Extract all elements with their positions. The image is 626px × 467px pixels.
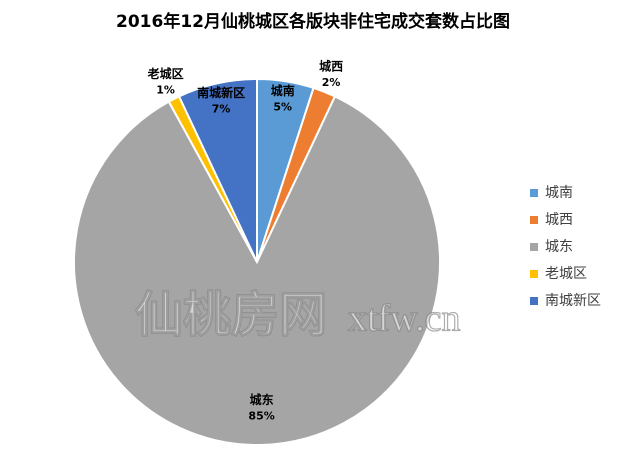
legend-label: 南城新区 bbox=[545, 293, 601, 309]
data-label-category: 老城区 bbox=[148, 66, 184, 81]
data-label-category: 城西 bbox=[319, 58, 343, 73]
legend-swatch bbox=[530, 216, 538, 224]
pie-slice bbox=[73, 95, 441, 446]
watermark-name: 仙桃房网 bbox=[135, 287, 327, 343]
legend-label: 老城区 bbox=[545, 266, 587, 282]
legend-label: 城西 bbox=[545, 212, 573, 228]
data-label-value: 7% bbox=[212, 102, 231, 115]
pie-slice bbox=[177, 77, 258, 263]
legend-swatch bbox=[530, 243, 538, 251]
legend-swatch bbox=[530, 270, 538, 278]
legend-label: 城东 bbox=[545, 239, 573, 255]
chart-title: 2016年12月仙桃城区各版块非住宅成交套数占比图 bbox=[116, 11, 510, 32]
data-label-category: 城东 bbox=[250, 392, 274, 407]
data-label-value: 5% bbox=[273, 100, 292, 113]
data-label-category: 南城新区 bbox=[197, 85, 245, 100]
legend-swatch bbox=[530, 189, 538, 197]
data-label-value: 1% bbox=[156, 84, 175, 97]
legend-swatch bbox=[530, 297, 538, 305]
data-label-value: 85% bbox=[248, 409, 274, 422]
data-label-category: 城南 bbox=[271, 83, 295, 98]
watermark-site: xtfw.cn bbox=[348, 298, 461, 340]
legend-label: 城南 bbox=[545, 185, 573, 201]
data-label-value: 2% bbox=[322, 76, 341, 89]
